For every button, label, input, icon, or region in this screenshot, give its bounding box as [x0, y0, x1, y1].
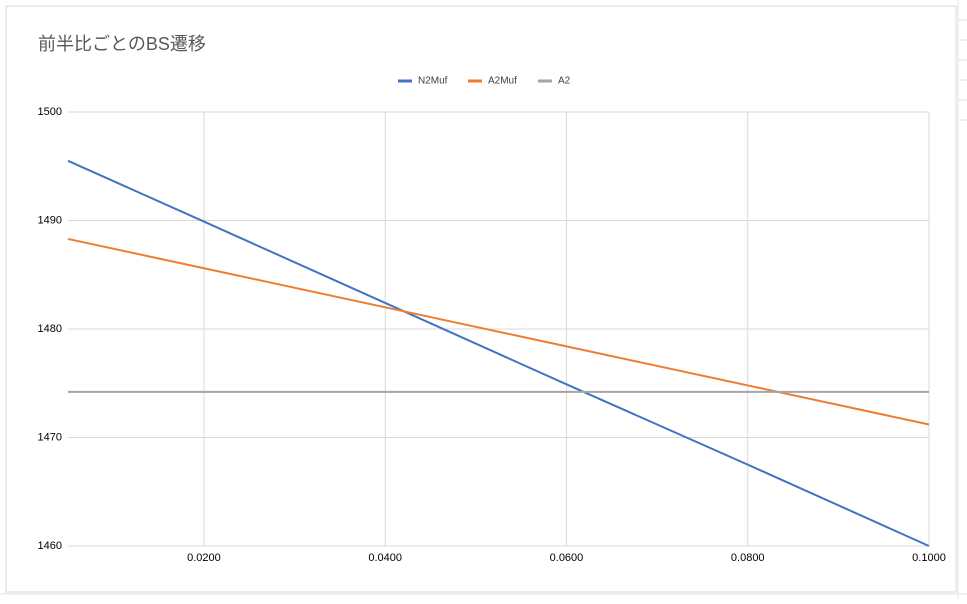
y-tick-label: 1490 [38, 214, 62, 226]
x-tick-label: 0.0600 [550, 552, 584, 564]
chart-area [5, 5, 957, 593]
chart-title: 前半比ごとのBS遷移 [38, 34, 206, 54]
legend-label: A2 [558, 76, 571, 87]
x-tick-label: 0.1000 [912, 552, 946, 564]
legend-label: A2Muf [488, 76, 517, 87]
legend-label: N2Muf [418, 76, 448, 87]
series-line [67, 159, 930, 547]
x-tick-label: 0.0400 [368, 552, 402, 564]
y-tick-label: 1500 [38, 106, 62, 118]
y-tick-label: 1460 [38, 540, 62, 552]
y-tick-label: 1480 [38, 323, 62, 335]
x-tick-label: 0.0200 [187, 552, 221, 564]
x-tick-label: 0.0800 [731, 552, 765, 564]
y-tick-label: 1470 [38, 431, 62, 443]
